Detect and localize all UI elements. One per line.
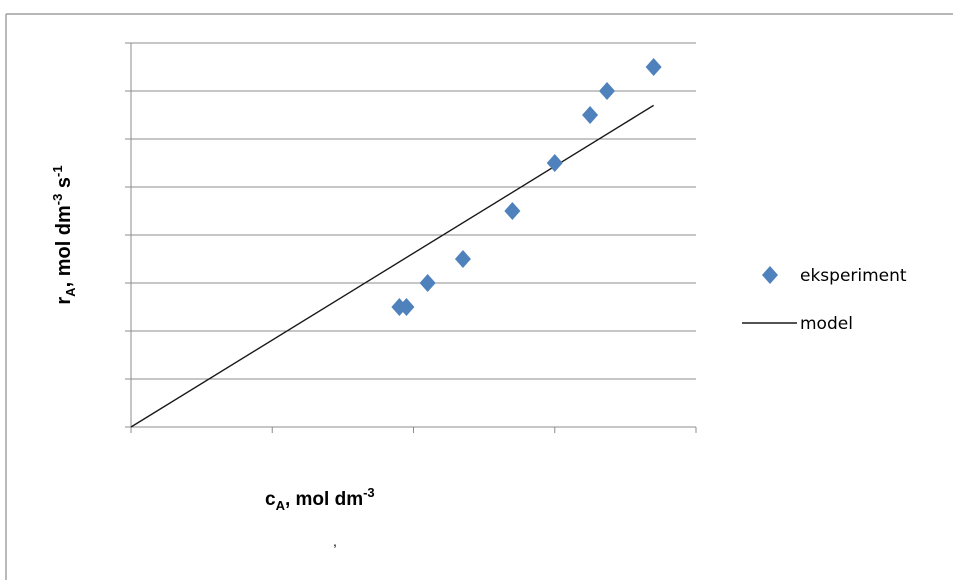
axes xyxy=(125,42,697,433)
data-point-eksperiment xyxy=(582,106,599,124)
data-point-eksperiment xyxy=(546,154,563,172)
data-point-eksperiment xyxy=(504,202,521,220)
data-point-eksperiment xyxy=(454,250,471,268)
gridlines xyxy=(131,42,696,380)
legend-marker-eksperiment xyxy=(762,266,778,284)
data-point-eksperiment xyxy=(398,298,415,316)
plot-area xyxy=(130,58,662,428)
legend: eksperiment model xyxy=(742,266,907,334)
x-axis-label: cA, mol dm-3 xyxy=(265,485,375,513)
data-point-eksperiment xyxy=(419,274,436,292)
legend-label-model: model xyxy=(800,314,853,334)
model-line xyxy=(130,104,654,428)
stray-mark: , xyxy=(333,533,337,549)
data-point-eksperiment xyxy=(599,82,616,100)
data-point-eksperiment xyxy=(645,58,662,76)
y-axis-label: rA, mol dm-3 s-1 xyxy=(50,165,78,304)
legend-label-eksperiment: eksperiment xyxy=(800,266,907,286)
